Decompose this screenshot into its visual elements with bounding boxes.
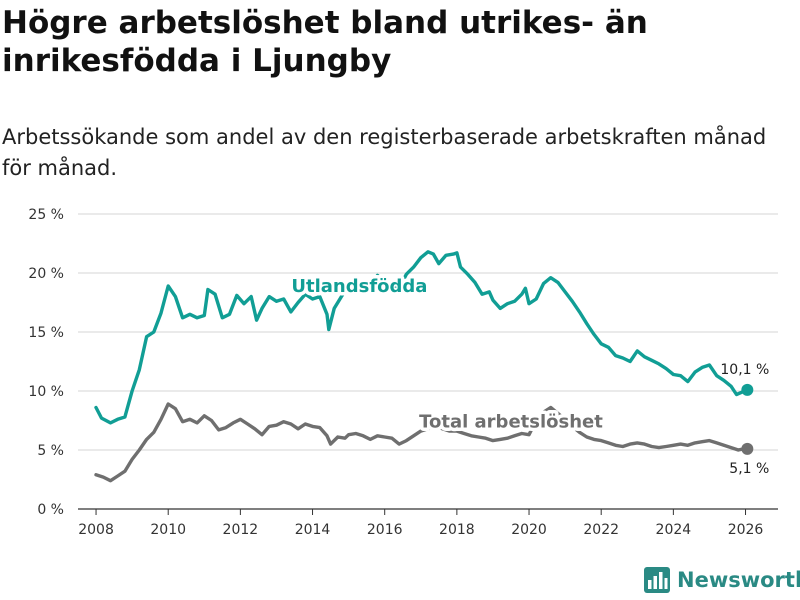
x-tick-label: 2008 [78,522,114,538]
x-tick-label: 2012 [223,522,259,538]
x-tick-label: 2020 [511,522,547,538]
newsworthy-logo-icon [644,567,670,593]
x-tick-label: 2010 [150,522,186,538]
end-value-label: 5,1 % [729,461,769,477]
x-tick-label: 2026 [728,522,764,538]
y-tick-label: 10 % [28,384,64,400]
x-tick-label: 2022 [583,522,619,538]
line-chart: 0 % 5 % 10 % 15 % 20 % 25 % 2008 2010 2012 2014 2… [28,207,778,538]
chart-title: Högre arbetslöshet bland utrikes- än inr… [2,5,648,79]
x-tick-label: 2016 [367,522,403,538]
y-tick-label: 20 % [28,266,64,282]
y-tick-label: 15 % [28,325,64,341]
series-end-marker [741,442,754,455]
series-label: Total arbetslöshet [419,412,603,433]
y-tick-label: 25 % [28,207,64,223]
series-line-utlandsfodda [94,250,749,425]
series-line-total [94,402,749,483]
x-tick-label: 2024 [656,522,692,538]
series-end-marker [741,383,754,396]
y-tick-label: 5 % [37,443,64,459]
end-value-label: 10,1 % [720,362,769,378]
series-label: Utlandsfödda [291,276,427,297]
newsworthy-logo-text: Newsworthy [677,568,800,592]
x-tick-label: 2018 [439,522,475,538]
y-tick-label: 0 % [37,502,64,518]
x-tick-label: 2014 [295,522,331,538]
newsworthy-logo: Newsworthy [644,567,800,593]
chart-subtitle: Arbetssökande som andel av den registerb… [2,125,767,180]
